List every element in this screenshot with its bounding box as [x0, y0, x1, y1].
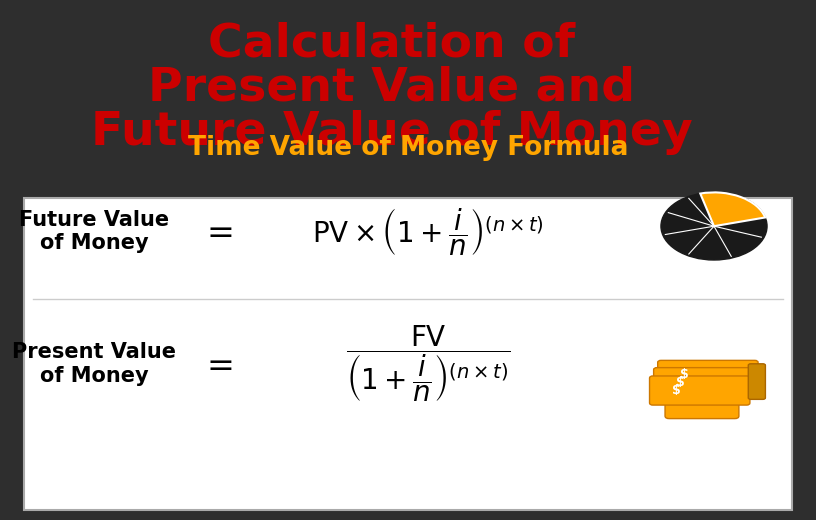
FancyBboxPatch shape [658, 360, 758, 389]
Text: Future Value of Money: Future Value of Money [91, 110, 693, 155]
Text: Future Value
of Money: Future Value of Money [19, 210, 169, 253]
Text: Time Value of Money Formula: Time Value of Money Formula [188, 135, 628, 161]
Text: $=$: $=$ [200, 215, 233, 248]
Text: $: $ [672, 384, 681, 397]
Text: Present Value
of Money: Present Value of Money [12, 342, 175, 386]
FancyBboxPatch shape [748, 364, 765, 399]
Text: $: $ [680, 368, 689, 382]
FancyBboxPatch shape [665, 398, 739, 419]
FancyBboxPatch shape [654, 368, 754, 397]
Text: $=$: $=$ [200, 347, 233, 381]
Wedge shape [700, 192, 765, 226]
FancyBboxPatch shape [24, 198, 792, 510]
Text: $: $ [676, 375, 685, 388]
FancyBboxPatch shape [650, 376, 750, 405]
Text: $\dfrac{\mathregular{FV}}{\left(1 + \dfrac{i}{n}\right)^{(n \times t)}}$: $\dfrac{\mathregular{FV}}{\left(1 + \dfr… [346, 323, 511, 405]
Circle shape [661, 192, 767, 260]
Text: $\mathregular{PV} \times \left(1 + \dfrac{i}{n}\right)^{(n \times t)}$: $\mathregular{PV} \times \left(1 + \dfra… [313, 206, 544, 257]
Text: Calculation of: Calculation of [208, 22, 575, 67]
Text: Present Value and: Present Value and [149, 66, 635, 111]
